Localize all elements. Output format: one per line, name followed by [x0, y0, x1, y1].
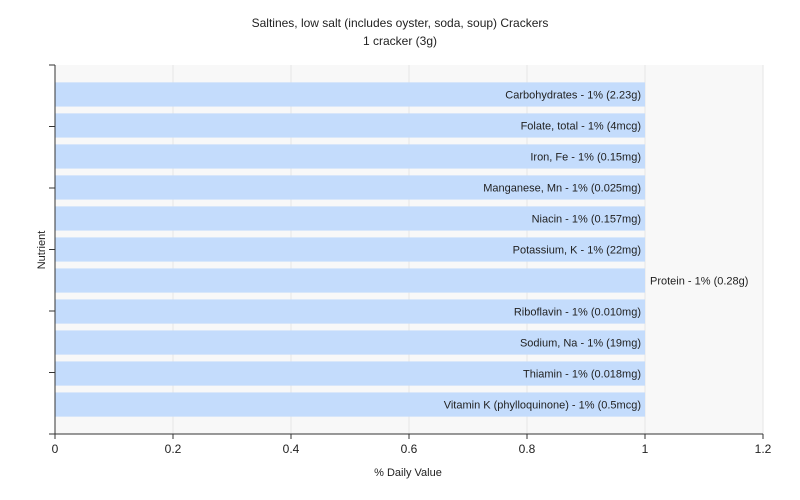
bar-label: Potassium, K - 1% (22mg)	[513, 245, 641, 257]
bars: Carbohydrates - 1% (2.23g) Folate, total …	[55, 82, 748, 417]
bar-label: Carbohydrates - 1% (2.23g)	[505, 89, 641, 101]
x-tick-label: 0.2	[165, 442, 182, 456]
axes	[49, 64, 764, 439]
bar	[55, 82, 645, 107]
x-tick-label: 1.2	[755, 442, 772, 456]
x-axis-title: % Daily Value	[374, 467, 442, 479]
bar	[55, 268, 645, 293]
bar-label: Sodium, Na - 1% (19mg)	[520, 338, 641, 350]
bar-label: Thiamin - 1% (0.018mg)	[523, 369, 641, 381]
bar	[55, 144, 645, 169]
bar-label: Riboflavin - 1% (0.010mg)	[514, 307, 641, 319]
bar	[55, 361, 645, 386]
x-tick-label: 0.8	[519, 442, 536, 456]
bar-label: Folate, total - 1% (4mcg)	[521, 120, 641, 132]
bar	[55, 330, 645, 355]
bar-label: Manganese, Mn - 1% (0.025mg)	[483, 182, 641, 194]
x-tick-label: 0	[52, 442, 59, 456]
x-tick-labels: 0 0.2 0.4 0.6 0.8 1 1.2	[52, 442, 772, 456]
bar	[55, 237, 645, 262]
x-tick-label: 0.4	[283, 442, 300, 456]
bar	[55, 206, 645, 231]
chart-title: Saltines, low salt (includes oyster, sod…	[252, 16, 549, 30]
y-axis-title: Nutrient	[36, 231, 48, 270]
chart-subtitle: 1 cracker (3g)	[363, 34, 437, 48]
bar	[55, 175, 645, 200]
bar-label: Niacin - 1% (0.157mg)	[532, 213, 641, 225]
bar	[55, 299, 645, 324]
bar-label: Iron, Fe - 1% (0.15mg)	[530, 151, 641, 163]
bar	[55, 392, 645, 417]
bar-label: Vitamin K (phylloquinone) - 1% (0.5mcg)	[444, 400, 641, 412]
bar	[55, 113, 645, 138]
bar-label: Protein - 1% (0.28g)	[650, 276, 748, 288]
x-tick-label: 0.6	[401, 442, 418, 456]
x-tick-label: 1	[642, 442, 649, 456]
